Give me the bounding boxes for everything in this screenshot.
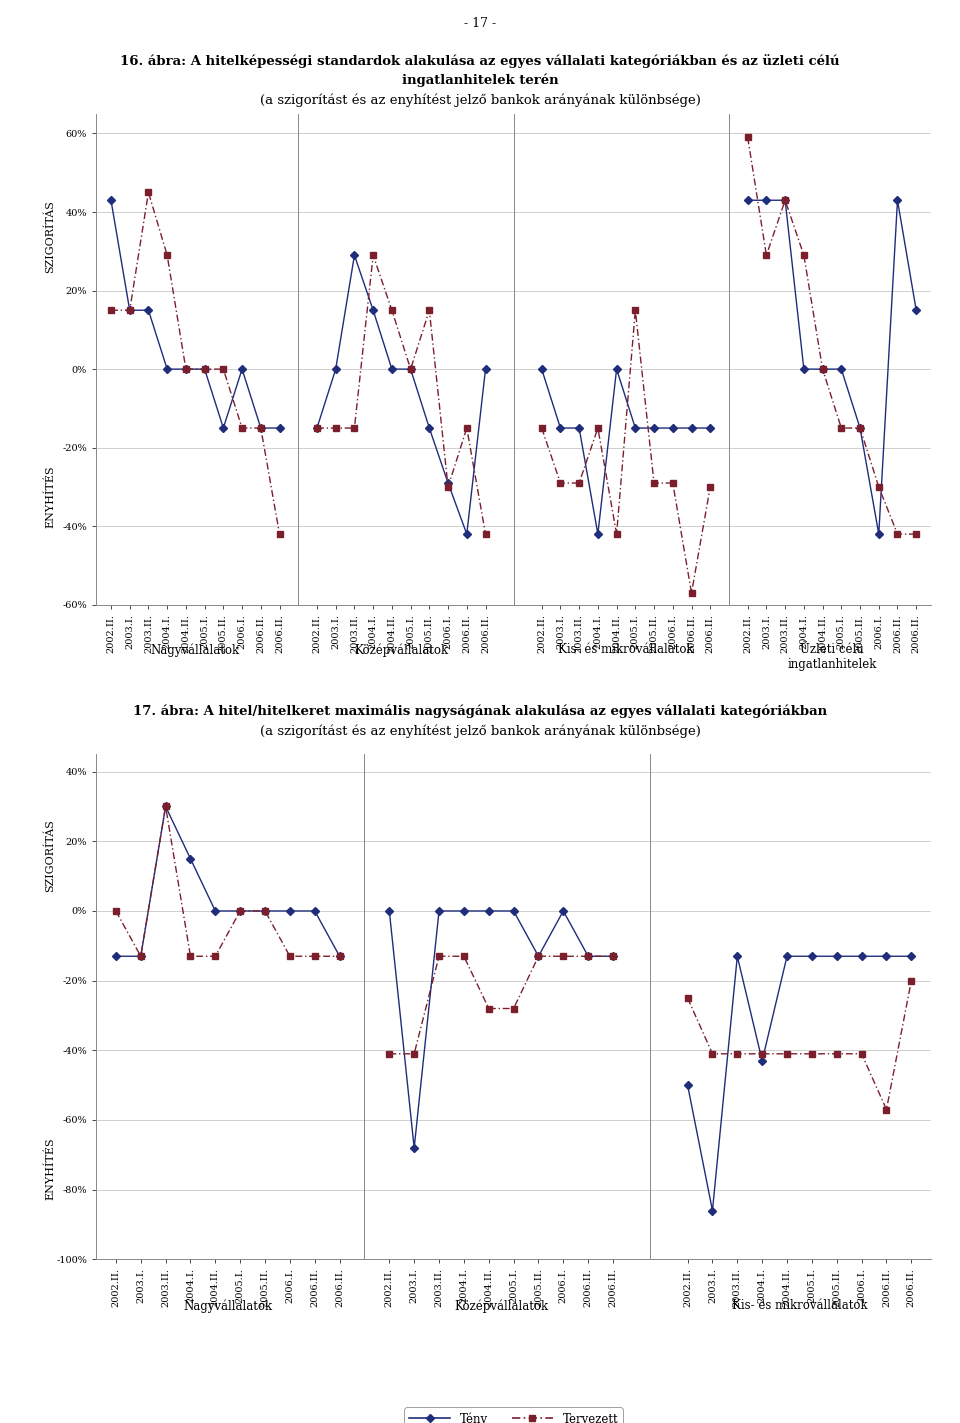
Text: 17. ábra: A hitel/hitelkeret maximális nagyságának alakulása az egyes vállalati : 17. ábra: A hitel/hitelkeret maximális n… [132,704,828,717]
Text: Középvállalatok: Középvállalatok [454,1299,548,1312]
Text: Kis- és mikrovállalatok: Kis- és mikrovállalatok [558,643,694,656]
Legend: Tény, Tervezett: Tény, Tervezett [404,831,623,854]
Text: ingatlanhitelek terén: ingatlanhitelek terén [401,74,559,87]
Text: Kis- és mikrovállalatok: Kis- és mikrovállalatok [732,1299,867,1312]
Text: 16. ábra: A hitelképességi standardok alakulása az egyes vállalati kategóriákban: 16. ábra: A hitelképességi standardok al… [120,54,840,68]
Text: Nagyvállalatok: Nagyvállalatok [151,643,240,656]
Text: Középvállalatok: Középvállalatok [354,643,448,656]
Text: SZIGORÍTÁS: SZIGORÍTÁS [45,818,56,892]
Text: ENYHÍTÉS: ENYHÍTÉS [45,1137,56,1200]
Text: Üzleti célú
ingatlanhitelek: Üzleti célú ingatlanhitelek [787,643,876,672]
Text: - 17 -: - 17 - [464,17,496,30]
Text: (a szigorítást és az enyhítést jelző bankok arányának különbsége): (a szigorítást és az enyhítést jelző ban… [259,724,701,737]
Legend: Tény, Tervezett: Tény, Tervezett [404,1407,623,1423]
Text: Nagyvállalatok: Nagyvállalatok [183,1299,273,1312]
Text: (a szigorítást és az enyhítést jelző bankok arányának különbsége): (a szigorítást és az enyhítést jelző ban… [259,94,701,107]
Text: SZIGORÍTÁS: SZIGORÍTÁS [45,201,56,273]
Text: ENYHÍTÉS: ENYHÍTÉS [45,465,56,528]
